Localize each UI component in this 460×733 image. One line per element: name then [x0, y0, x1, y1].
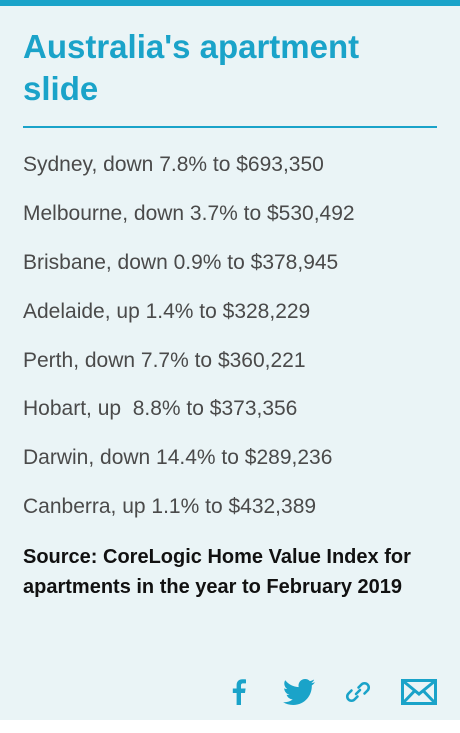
email-icon: [401, 679, 437, 705]
twitter-icon: [283, 679, 315, 705]
list-item-darwin: Darwin, down 14.4% to $289,236: [23, 446, 333, 470]
title-divider: [23, 126, 437, 128]
card-title: Australia's apartment slide: [23, 28, 360, 107]
city-list: Sydney, down 7.8% to $693,350 Melbourne,…: [23, 146, 443, 537]
link-icon: [345, 681, 371, 703]
share-facebook-button[interactable]: [228, 674, 250, 710]
list-item-brisbane: Brisbane, down 0.9% to $378,945: [23, 250, 339, 274]
share-link-button[interactable]: [344, 674, 372, 710]
list-item-hobart: Hobart, up 8.8% to $373,356: [23, 397, 298, 421]
list-item-adelaide: Adelaide, up 1.4% to $328,229: [23, 299, 311, 323]
list-item-sydney: Sydney, down 7.8% to $693,350: [23, 153, 324, 176]
share-twitter-button[interactable]: [282, 674, 316, 710]
source-note: Source: CoreLogic Home Value Index for a…: [23, 546, 411, 598]
list-item-perth: Perth, down 7.7% to $360,221: [23, 348, 306, 372]
share-email-button[interactable]: [400, 674, 438, 710]
list-item-canberra: Canberra, up 1.1% to $432,389: [23, 495, 317, 519]
facebook-icon: [232, 679, 246, 705]
list-item-melbourne: Melbourne, down 3.7% to $530,492: [23, 201, 355, 225]
